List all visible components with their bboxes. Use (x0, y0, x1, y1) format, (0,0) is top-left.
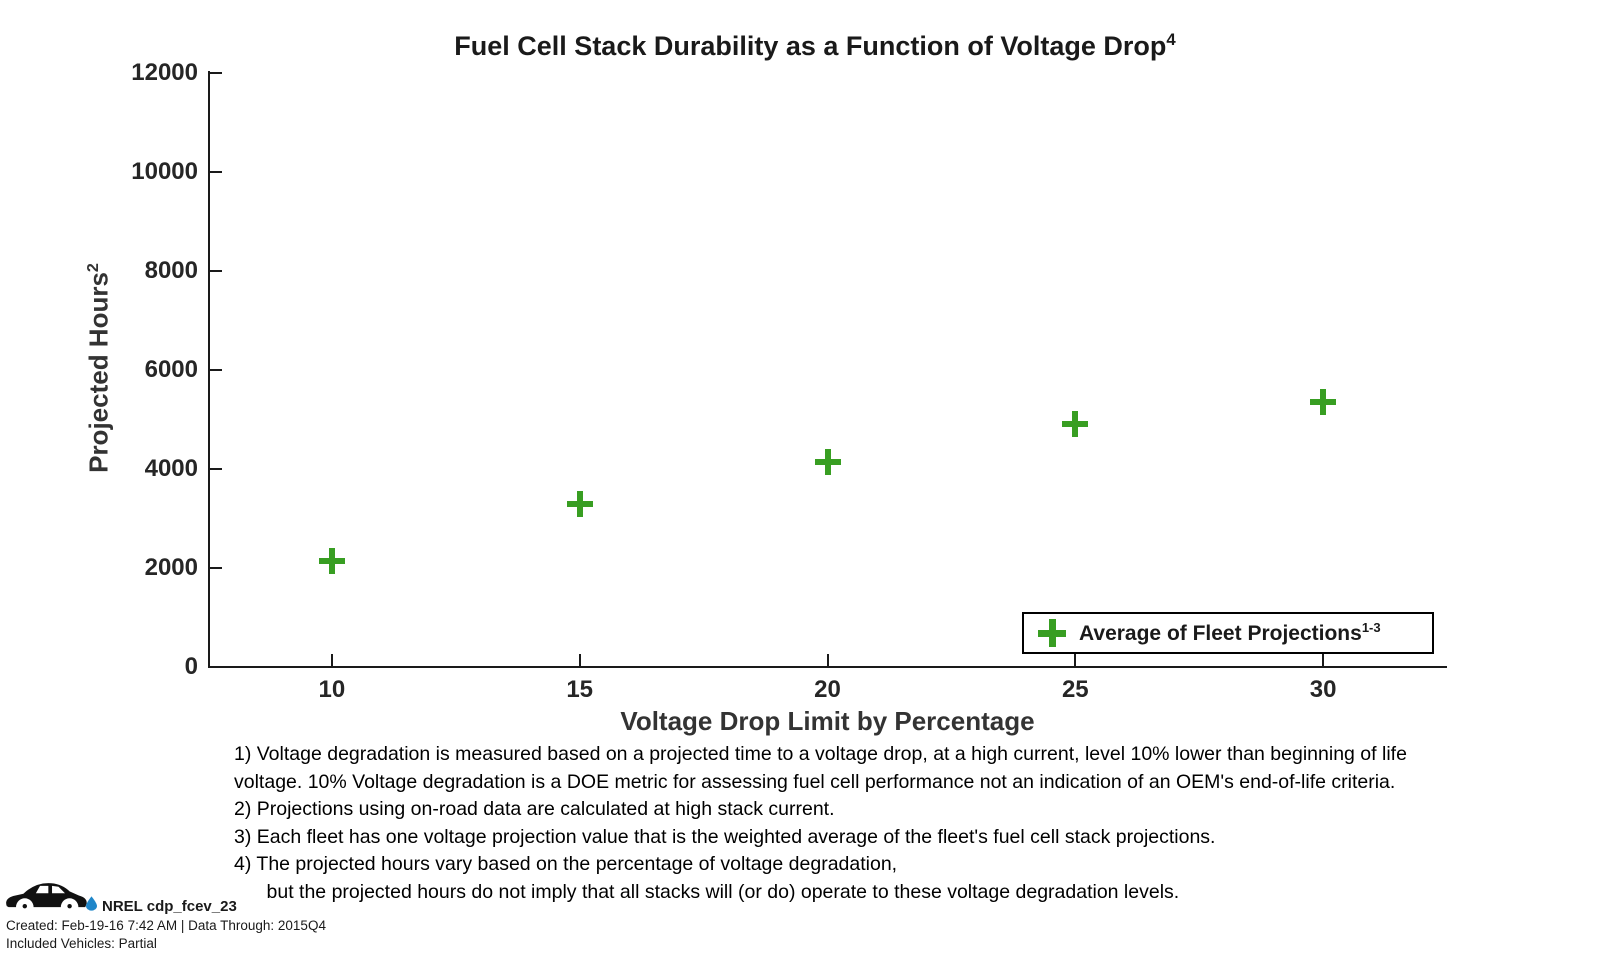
legend-label-text: Average of Fleet Projections (1079, 622, 1362, 645)
x-tick-label: 10 (318, 676, 346, 703)
y-tick-label: 6000 (144, 356, 198, 383)
x-tick (1074, 654, 1077, 666)
y-tick (210, 369, 222, 371)
y-tick (210, 270, 222, 272)
x-tick (1322, 654, 1325, 666)
x-tick-label: 25 (1061, 676, 1089, 703)
water-drop-icon (86, 896, 97, 911)
y-tick-label: 2000 (144, 554, 198, 581)
footnote-line: but the projected hours do not imply tha… (234, 880, 1180, 903)
included-vehicles-line: Included Vehicles: Partial (6, 936, 157, 951)
y-tick-label: 0 (184, 653, 198, 680)
data-point-marker (1310, 389, 1337, 416)
footnote-line: voltage. 10% Voltage degradation is a DO… (234, 770, 1396, 793)
y-tick-label: 4000 (144, 455, 198, 482)
footnote-line: 2) Projections using on-road data are ca… (234, 798, 835, 820)
created-line: Created: Feb-19-16 7:42 AM | Data Throug… (6, 918, 326, 933)
footnote-line: 1) Voltage degradation is measured based… (234, 743, 1407, 765)
x-tick-label: 30 (1309, 676, 1337, 703)
data-point-marker (566, 490, 593, 517)
y-tick-label: 10000 (131, 158, 198, 185)
y-tick (210, 666, 222, 668)
car-logo-icon (6, 883, 87, 912)
x-tick (578, 654, 581, 666)
y-axis-line (208, 71, 210, 668)
footnote-line: 3) Each fleet has one voltage projection… (234, 825, 1216, 848)
x-tick-label: 20 (814, 676, 841, 703)
x-axis-line (208, 666, 1447, 668)
legend-box: Average of Fleet Projections1-3 (1022, 612, 1434, 654)
legend-label: Average of Fleet Projections1-3 (1079, 620, 1381, 646)
data-point-marker (1062, 411, 1089, 438)
footnotes-block: 1) Voltage degradation is measured based… (234, 741, 1554, 906)
nrel-cdp-label: NREL cdp_fcev_23 (102, 898, 237, 915)
y-tick-label: 8000 (144, 257, 198, 284)
data-point-marker (318, 547, 345, 574)
plus-marker-icon (1038, 619, 1066, 647)
x-tick-label: 15 (566, 676, 594, 703)
x-axis-label: Voltage Drop Limit by Percentage (620, 706, 1035, 736)
y-tick (210, 72, 222, 74)
y-tick (210, 468, 222, 470)
y-tick-label: 12000 (131, 59, 198, 86)
chart-title-text: Fuel Cell Stack Durability as a Function… (454, 31, 1167, 61)
y-tick (210, 567, 222, 569)
x-tick (330, 654, 333, 666)
footnote-line: 4) The projected hours vary based on the… (234, 853, 898, 875)
x-tick (826, 654, 829, 666)
chart-title: Fuel Cell Stack Durability as a Function… (190, 30, 1440, 62)
legend-label-superscript: 1-3 (1361, 620, 1381, 635)
y-tick (210, 171, 222, 173)
chart-title-superscript: 4 (1166, 30, 1176, 49)
data-point-marker (814, 448, 841, 475)
